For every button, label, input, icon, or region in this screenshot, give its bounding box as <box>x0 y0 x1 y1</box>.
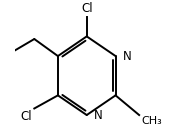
Text: Cl: Cl <box>81 2 93 15</box>
Text: CH₃: CH₃ <box>142 116 163 126</box>
Text: Cl: Cl <box>20 110 32 123</box>
Text: N: N <box>123 50 132 63</box>
Text: N: N <box>94 108 103 122</box>
